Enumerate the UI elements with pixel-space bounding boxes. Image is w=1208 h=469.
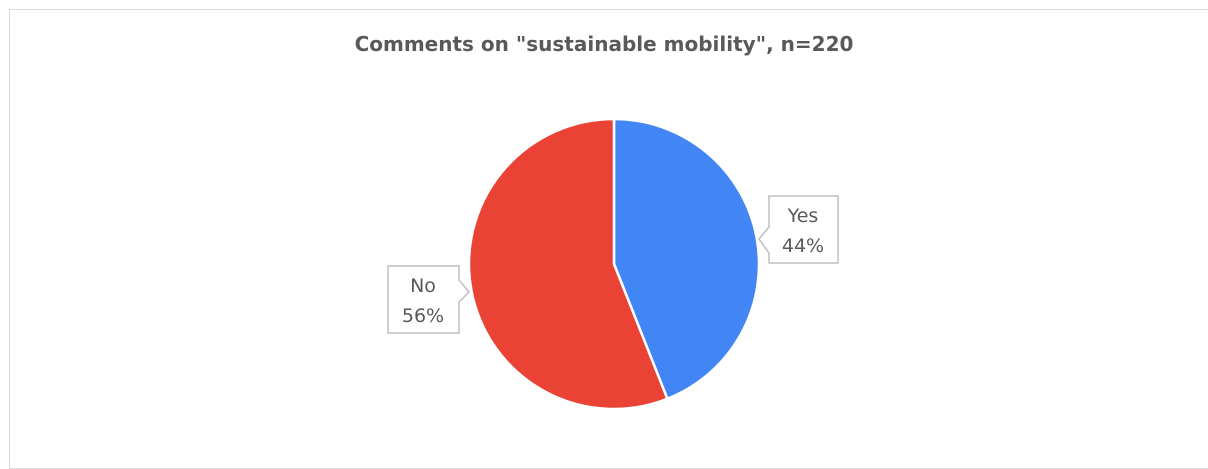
chart-title: Comments on "sustainable mobility", n=22…	[354, 32, 854, 56]
data-label-category-yes: Yes	[787, 205, 819, 227]
pie-slices	[467, 117, 761, 411]
data-label-percent-yes: 44%	[782, 235, 824, 257]
pie-chart: Yes 44% No 56%	[387, 117, 839, 411]
callout-box-no	[387, 265, 471, 334]
data-label-yes: Yes 44%	[758, 195, 839, 264]
data-label-category-no: No	[410, 275, 436, 297]
pie-slice-yes[interactable]	[612, 117, 761, 401]
data-label-no: No 56%	[387, 265, 471, 334]
pie-slice-no[interactable]	[467, 117, 670, 411]
data-label-percent-no: 56%	[402, 305, 444, 327]
callout-box-yes	[758, 195, 839, 264]
